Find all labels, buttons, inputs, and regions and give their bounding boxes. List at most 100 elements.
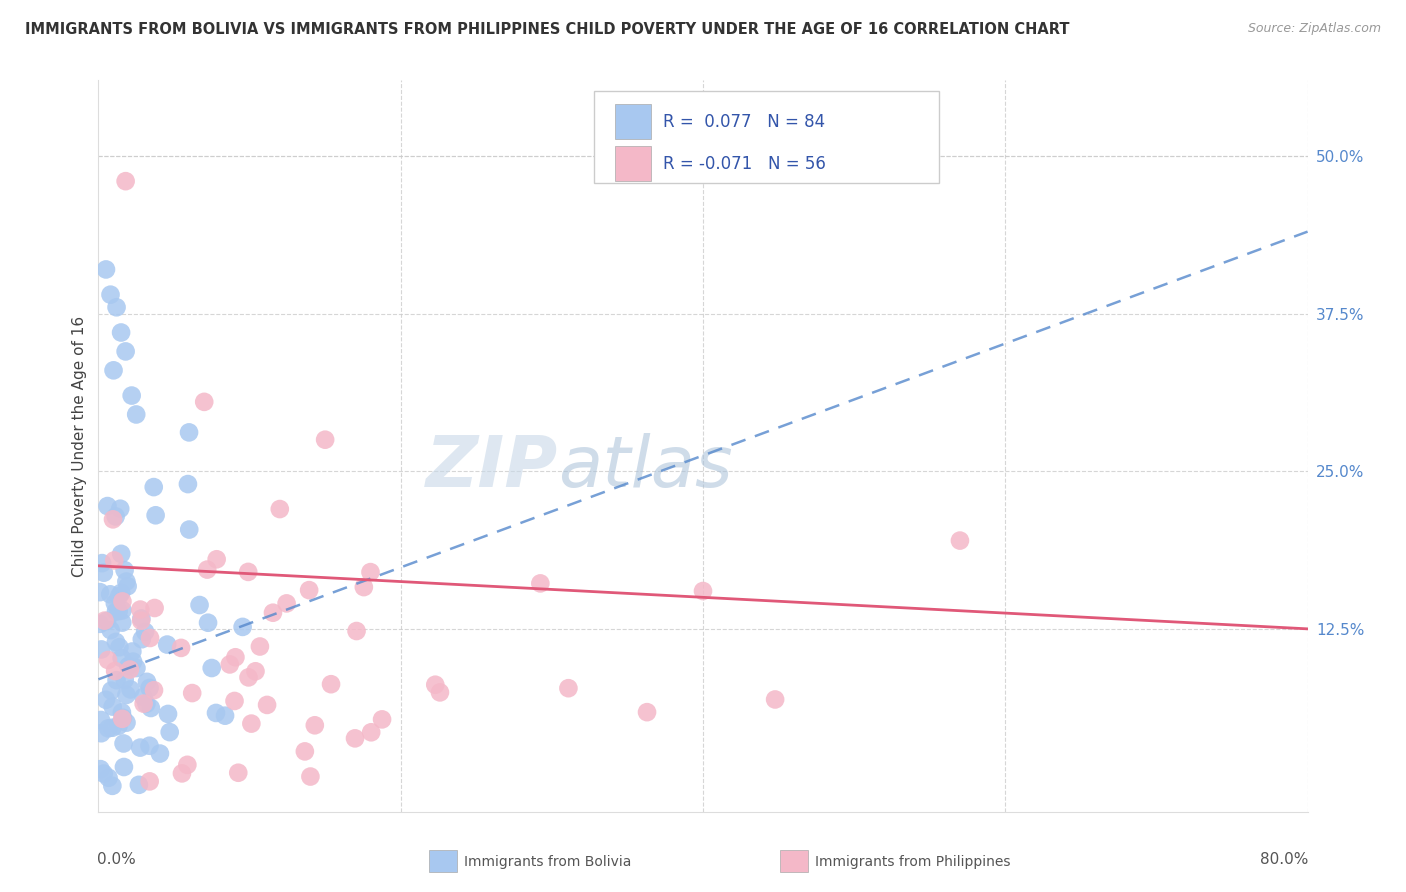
Point	[104, 596, 127, 610]
Point	[360, 725, 382, 739]
Text: R =  0.077   N = 84: R = 0.077 N = 84	[664, 112, 825, 131]
Point	[195, 563, 218, 577]
Point	[93, 566, 115, 580]
Point	[89, 585, 111, 599]
Point	[117, 659, 139, 673]
Point	[188, 598, 211, 612]
Point	[101, 512, 124, 526]
Point	[135, 697, 157, 711]
Point	[129, 740, 152, 755]
Point	[176, 757, 198, 772]
Point	[107, 604, 129, 618]
Point	[131, 632, 153, 647]
Point	[170, 766, 193, 780]
Point	[112, 760, 135, 774]
Point	[110, 501, 132, 516]
Point	[132, 690, 155, 704]
Point	[105, 673, 128, 688]
FancyBboxPatch shape	[780, 850, 808, 872]
Point	[104, 635, 127, 649]
Point	[138, 739, 160, 753]
Point	[256, 698, 278, 712]
Point	[319, 677, 342, 691]
Point	[125, 408, 148, 422]
Point	[181, 686, 204, 700]
Point	[104, 509, 127, 524]
Point	[425, 678, 447, 692]
Point	[103, 363, 125, 377]
Text: Source: ZipAtlas.com: Source: ZipAtlas.com	[1247, 22, 1381, 36]
Text: 0.0%: 0.0%	[97, 852, 136, 867]
Point	[238, 565, 260, 579]
Point	[143, 601, 166, 615]
Text: R = -0.071   N = 56: R = -0.071 N = 56	[664, 155, 825, 173]
Point	[93, 614, 115, 628]
FancyBboxPatch shape	[595, 91, 939, 183]
Point	[371, 712, 394, 726]
Point	[429, 685, 451, 699]
Point	[276, 596, 298, 610]
Point	[692, 584, 714, 599]
Point	[114, 673, 136, 687]
Point	[949, 533, 972, 548]
Point	[214, 708, 236, 723]
Point	[269, 502, 291, 516]
Point	[226, 765, 249, 780]
Point	[110, 547, 132, 561]
Point	[117, 579, 139, 593]
Point	[249, 640, 271, 654]
Point	[121, 644, 143, 658]
Point	[103, 553, 125, 567]
Point	[118, 663, 141, 677]
Point	[129, 602, 152, 616]
Text: Immigrants from Bolivia: Immigrants from Bolivia	[464, 855, 631, 869]
Point	[100, 623, 122, 637]
Point	[115, 715, 138, 730]
Point	[111, 594, 134, 608]
Point	[97, 722, 120, 736]
Text: atlas: atlas	[558, 434, 733, 502]
Point	[145, 508, 167, 523]
Point	[110, 586, 132, 600]
Text: Immigrants from Philippines: Immigrants from Philippines	[815, 855, 1011, 869]
Point	[177, 425, 200, 440]
Point	[96, 499, 118, 513]
FancyBboxPatch shape	[429, 850, 457, 872]
Point	[104, 664, 127, 678]
Point	[156, 638, 179, 652]
Point	[149, 747, 172, 761]
Text: ZIP: ZIP	[426, 434, 558, 502]
Point	[205, 552, 228, 566]
Point	[120, 682, 142, 697]
Point	[193, 395, 215, 409]
Point	[101, 699, 124, 714]
Point	[94, 262, 117, 277]
Point	[114, 174, 136, 188]
Point	[636, 705, 658, 719]
Point	[115, 688, 138, 702]
Point	[111, 651, 134, 665]
Point	[111, 615, 134, 630]
Point	[232, 620, 254, 634]
Point	[89, 762, 111, 776]
Point	[107, 719, 129, 733]
Point	[240, 716, 263, 731]
Point	[134, 624, 156, 639]
Point	[262, 606, 284, 620]
Point	[346, 624, 368, 638]
Point	[90, 713, 112, 727]
Point	[294, 744, 316, 758]
Point	[108, 589, 131, 603]
Point	[111, 711, 134, 725]
Point	[132, 697, 155, 711]
FancyBboxPatch shape	[614, 146, 651, 181]
Point	[224, 650, 246, 665]
Point	[299, 770, 322, 784]
Point	[224, 694, 246, 708]
Point	[763, 692, 786, 706]
Point	[159, 725, 181, 739]
Point	[122, 655, 145, 669]
Text: 80.0%: 80.0%	[1260, 852, 1309, 867]
Point	[197, 615, 219, 630]
Point	[205, 706, 228, 720]
